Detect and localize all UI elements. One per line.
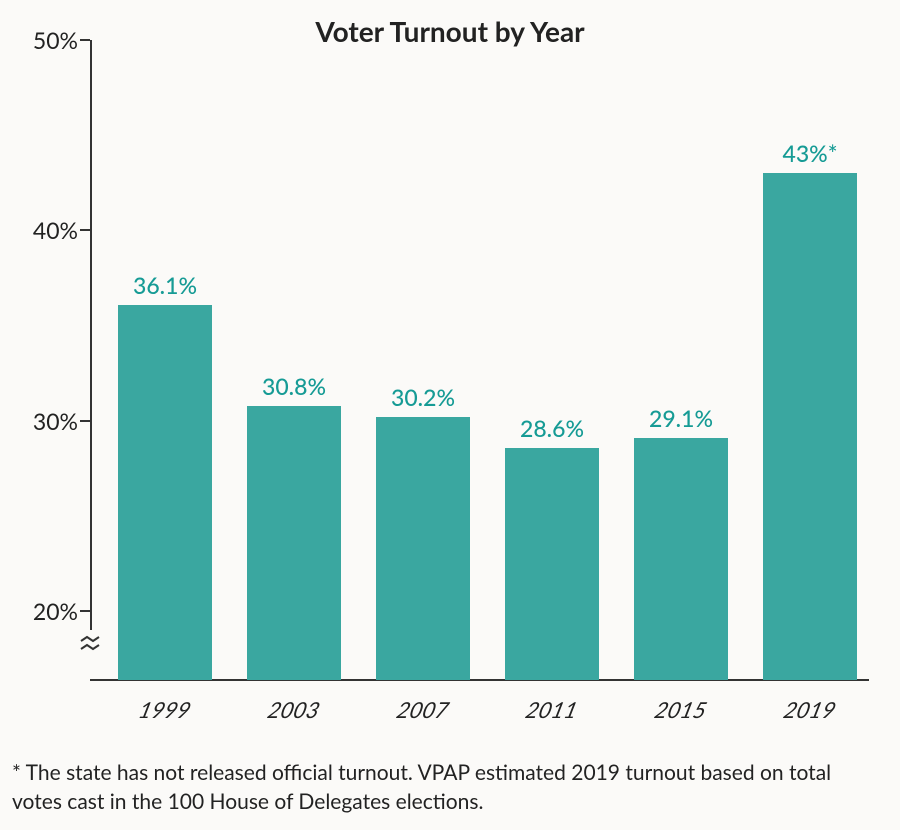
y-tick (80, 610, 90, 612)
x-axis-label: 2011 (523, 696, 581, 723)
bar-value-label: 36.1% (133, 271, 197, 299)
bar: 30.2% (376, 417, 470, 680)
y-axis-label: 40% (33, 216, 78, 244)
bar-value-label: 29.1% (649, 404, 713, 432)
bar-value-label: 28.6% (520, 414, 584, 442)
bar-value-label: 43%* (783, 139, 838, 167)
x-axis-label: 2015 (652, 696, 710, 723)
y-axis-label: 30% (33, 407, 78, 435)
x-axis-label: 1999 (136, 696, 194, 723)
bars-container: 36.1% 30.8% 30.2% 28.6% 29.1% 43%* (90, 40, 880, 680)
y-tick (80, 420, 90, 422)
chart-footnote: * The state has not released official tu… (12, 759, 880, 816)
y-tick (80, 229, 90, 231)
x-axis-label: 2019 (781, 696, 839, 723)
bar: 43%* (763, 173, 857, 680)
y-axis-label: 20% (33, 597, 78, 625)
y-tick (80, 39, 90, 41)
plot-area: 36.1%30.8%30.2%28.6%29.1%43%* 1999200320… (90, 40, 880, 680)
bar: 36.1% (118, 305, 212, 680)
x-axis-label: 2003 (265, 696, 323, 723)
voter-turnout-chart: Voter Turnout by Year 36.1%30.8%30.2%28.… (0, 0, 900, 830)
bar: 30.8% (247, 406, 341, 680)
x-axis-label: 2007 (394, 696, 452, 723)
bar: 29.1% (634, 438, 728, 680)
y-axis-label: 50% (33, 26, 78, 54)
bar-value-label: 30.8% (262, 372, 326, 400)
bar-value-label: 30.2% (391, 383, 455, 411)
bar: 28.6% (505, 448, 599, 680)
